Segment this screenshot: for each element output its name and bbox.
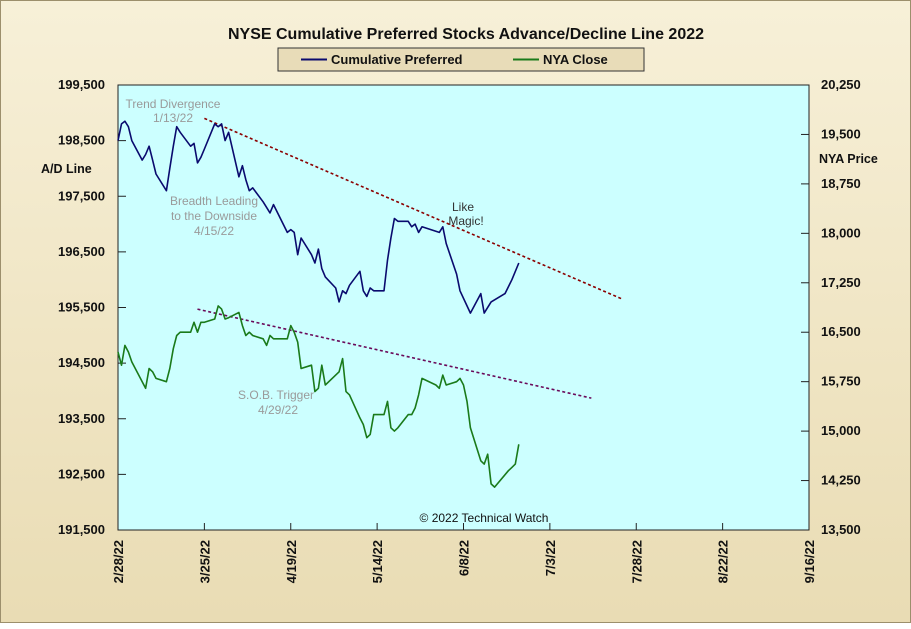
right-tick-label: 15,000 [821, 423, 861, 438]
right-tick-label: 17,250 [821, 275, 861, 290]
annotation-like-magic-2: Magic! [448, 214, 483, 228]
right-tick-label: 13,500 [821, 522, 861, 537]
right-tick-label: 18,000 [821, 225, 861, 240]
right-axis: 13,500 14,250 15,000 15,750 16,500 17,250 18,0… [801, 77, 861, 537]
chart-title: NYSE Cumulative Preferred Stocks Advance… [228, 26, 704, 43]
annotation-like-magic-1: Like [452, 200, 474, 214]
annotation-breadth-3: 4/15/22 [194, 224, 234, 238]
right-tick-label: 19,500 [821, 126, 861, 141]
trendline-1 [204, 117, 623, 300]
left-tick-label: 197,500 [58, 188, 105, 203]
legend-label-preferred: Cumulative Preferred [331, 52, 463, 67]
x-tick-label: 7/28/22 [629, 540, 644, 583]
left-tick-label: 196,500 [58, 244, 105, 259]
left-axis-label: A/D Line [41, 162, 92, 176]
left-tick-label: 199,500 [58, 77, 105, 92]
copyright: © 2022 Technical Watch [420, 511, 549, 525]
left-tick-label: 195,500 [58, 300, 105, 315]
left-tick-label: 192,500 [58, 466, 105, 481]
left-tick-label: 198,500 [58, 133, 105, 148]
right-tick-label: 15,750 [821, 374, 861, 389]
right-tick-label: 16,500 [821, 324, 861, 339]
x-axis: 2/28/22 3/25/22 4/19/22 5/14/22 6/8/22 7/3/22… [111, 523, 817, 583]
left-tick-label: 193,500 [58, 411, 105, 426]
annotation-trend-divergence-2: 1/13/22 [153, 111, 193, 125]
left-tick-label: 194,500 [58, 355, 105, 370]
x-tick-label: 3/25/22 [197, 540, 212, 583]
x-tick-label: 5/14/22 [370, 540, 385, 583]
annotation-sob-2: 4/29/22 [258, 403, 298, 417]
annotation-trend-divergence-1: Trend Divergence [126, 97, 221, 111]
trendlines [197, 117, 623, 399]
plot-area [117, 84, 810, 531]
x-tick-label: 4/19/22 [284, 540, 299, 583]
legend-label-nya: NYA Close [543, 52, 608, 67]
trendline-2 [197, 308, 592, 399]
x-tick-label: 6/8/22 [457, 540, 472, 576]
series-nya-close-line [117, 305, 520, 488]
right-tick-label: 14,250 [821, 473, 861, 488]
right-tick-label: 18,750 [821, 176, 861, 191]
annotation-sob-1: S.O.B. Trigger [238, 388, 314, 402]
series-cumulative-preferred-line [117, 120, 520, 314]
annotation-breadth-2: to the Downside [171, 209, 257, 223]
x-tick-label: 7/3/22 [543, 540, 558, 576]
annotation-breadth-1: Breadth Leading [170, 194, 258, 208]
x-tick-label: 8/22/22 [716, 540, 731, 583]
legend: Cumulative Preferred NYA Close [277, 47, 645, 72]
left-tick-label: 191,500 [58, 522, 105, 537]
x-tick-label: 2/28/22 [111, 540, 126, 583]
right-tick-label: 20,250 [821, 77, 861, 92]
left-axis: 191,500 192,500 193,500 194,500 195,500 196,5… [58, 77, 126, 537]
x-tick-label: 9/16/22 [802, 540, 817, 583]
right-axis-label: NYA Price [819, 152, 878, 166]
series-group [117, 120, 520, 488]
